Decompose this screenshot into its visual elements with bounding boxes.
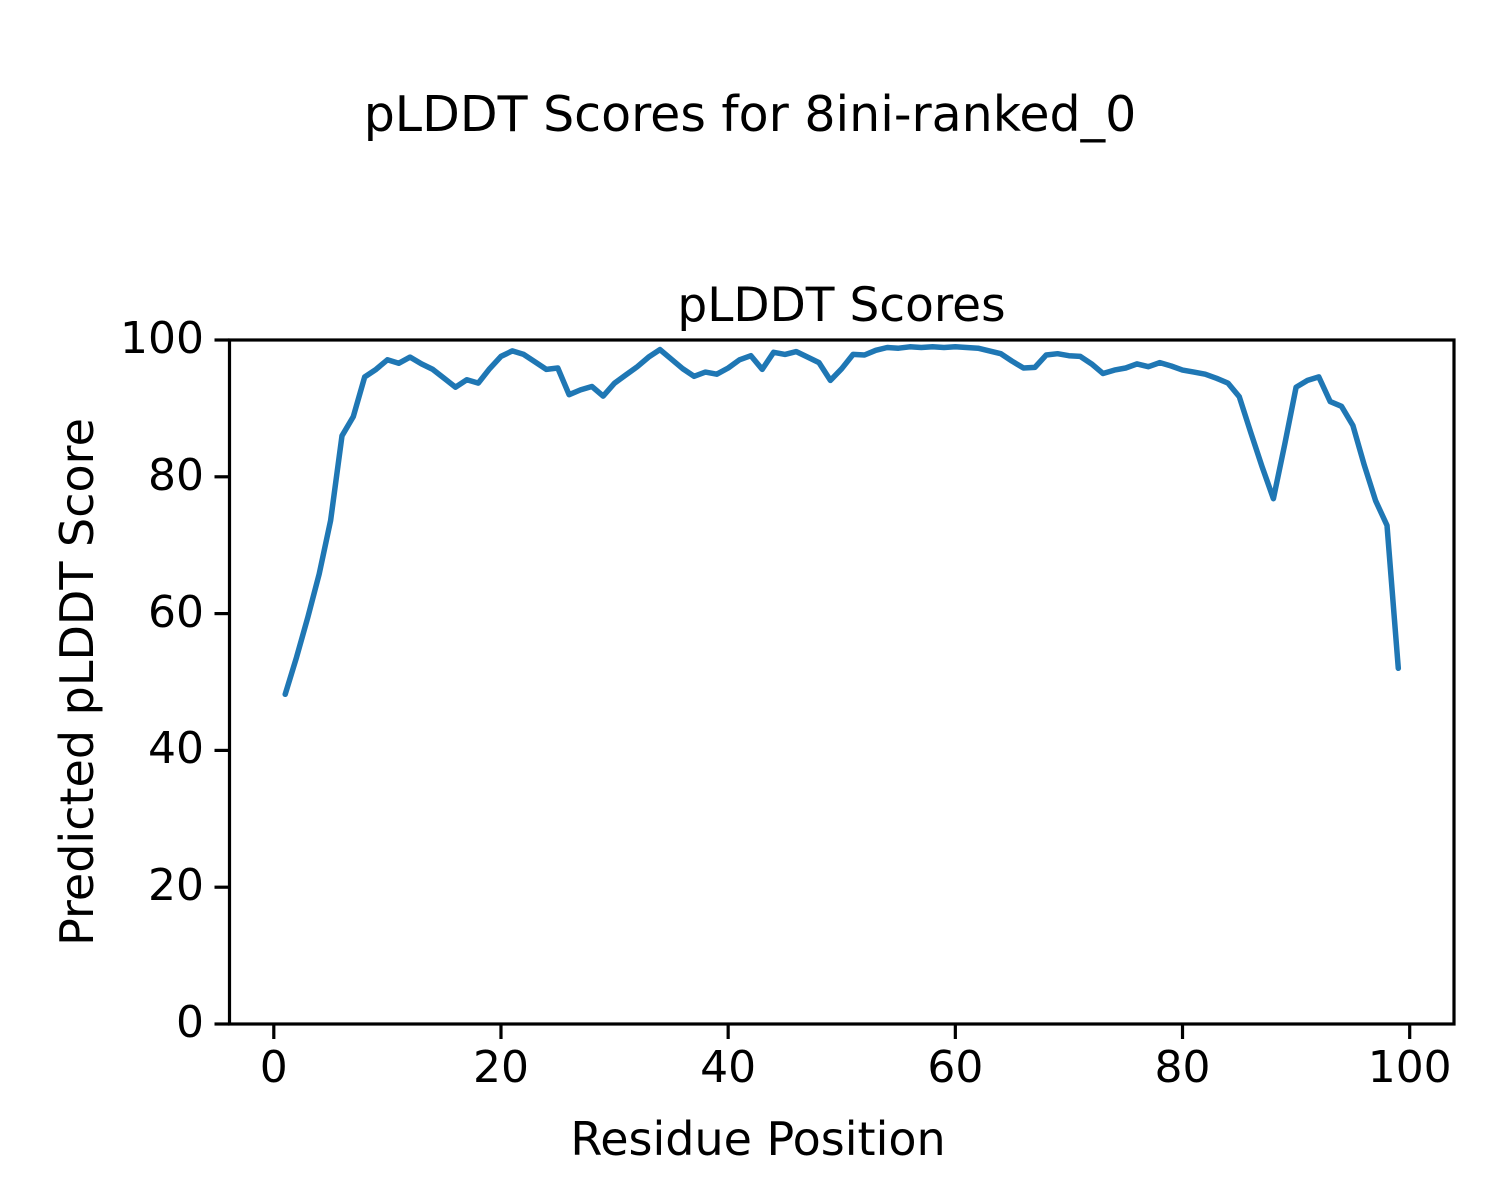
x-tick-label: 0 — [259, 1042, 288, 1093]
x-tick-label: 20 — [472, 1042, 529, 1093]
x-axis-label: Residue Position — [570, 1112, 946, 1166]
y-tick-label: 0 — [176, 997, 204, 1048]
y-tick-label: 40 — [148, 723, 204, 775]
tick-marks — [214, 338, 1412, 1039]
y-tick-label: 100 — [120, 313, 204, 364]
axes-title: pLDDT Scores — [677, 278, 1006, 333]
axes-spines — [227, 338, 1456, 1026]
x-tick-label: 100 — [1367, 1042, 1452, 1093]
y-tick-label: 60 — [148, 586, 204, 638]
y-tick-label: 80 — [148, 449, 204, 501]
plddt-line — [282, 344, 1402, 698]
x-tick-label: 40 — [700, 1042, 757, 1093]
figure-suptitle: pLDDT Scores for 8ini-ranked_0 — [363, 86, 1137, 143]
y-tick-label: 20 — [148, 860, 204, 912]
x-tick-label: 60 — [927, 1042, 984, 1093]
x-tick-label: 80 — [1154, 1042, 1211, 1093]
